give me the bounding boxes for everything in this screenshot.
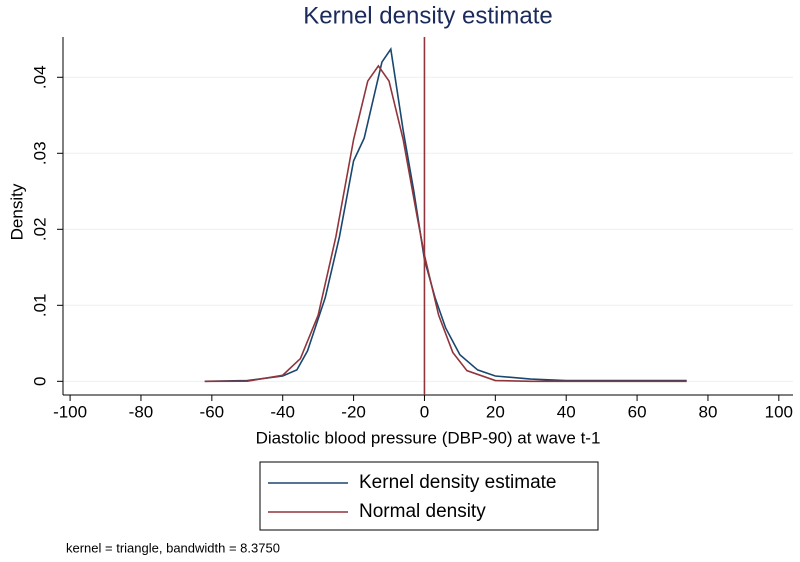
x-tick-label: 0 xyxy=(420,402,429,421)
y-tick-label: .02 xyxy=(30,217,49,241)
x-tick-label: -100 xyxy=(53,402,87,421)
note: kernel = triangle, bandwidth = 8.3750 xyxy=(66,540,280,555)
chart-title: Kernel density estimate xyxy=(303,2,552,29)
x-tick-label: 60 xyxy=(628,402,647,421)
y-tick-label: .01 xyxy=(30,293,49,317)
legend-label: Normal density xyxy=(359,501,486,522)
x-tick-label: 100 xyxy=(765,402,793,421)
legend-label: Kernel density estimate xyxy=(359,472,557,493)
x-tick-label: -60 xyxy=(200,402,225,421)
x-axis-title: Diastolic blood pressure (DBP-90) at wav… xyxy=(256,428,601,447)
y-tick-label: .04 xyxy=(30,65,49,89)
x-tick-label: -20 xyxy=(341,402,366,421)
x-tick-label: -80 xyxy=(129,402,154,421)
y-tick-label: 0 xyxy=(30,377,49,386)
x-tick-label: 80 xyxy=(698,402,717,421)
x-tick-label: -40 xyxy=(270,402,295,421)
density-line xyxy=(204,47,687,383)
y-axis-title: Density xyxy=(7,183,26,240)
legend-box xyxy=(259,461,599,531)
x-tick-label: 20 xyxy=(486,402,505,421)
x-tick-label: 40 xyxy=(557,402,576,421)
y-tick-label: .03 xyxy=(30,141,49,165)
density-line xyxy=(204,64,687,383)
